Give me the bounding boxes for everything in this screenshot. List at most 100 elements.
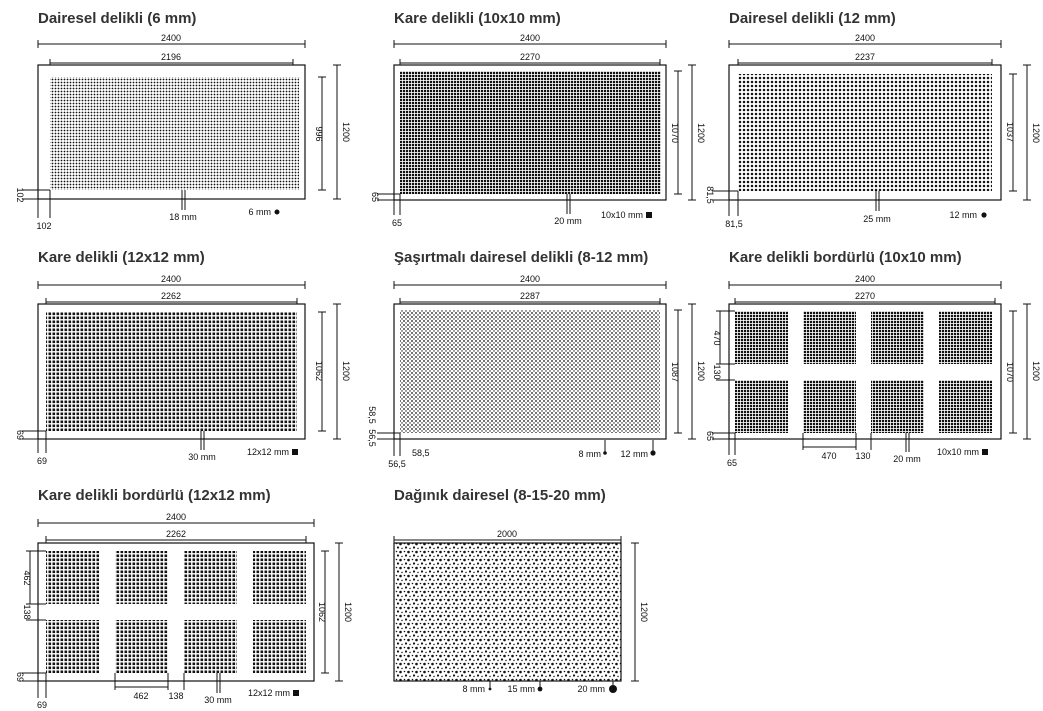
panel-round-12mm: Dairesel delikli (12 mm) 2400 2237 1037 …	[690, 0, 1041, 230]
total-width-label: 2400	[520, 33, 540, 43]
panel-drawing: 2400 2270 1070 1200 470 130 65 65 470 13…	[705, 274, 1041, 468]
hole-symbol-icon	[646, 212, 652, 218]
block-width-label: 470	[821, 451, 836, 461]
perforated-area	[46, 312, 297, 431]
panel-title: Dairesel delikli (6 mm)	[38, 10, 197, 27]
panel-drawing: 2400 2237 1037 1200 81,5 81,5 25 mm 12 m…	[705, 33, 1041, 229]
panel-title: Şaşırtmalı dairesel delikli (8-12 mm)	[394, 249, 649, 266]
margin-y-a-label: 58,5	[367, 406, 377, 424]
panel-drawing: 2400 2270 1070 1200 65 65 20 mm 10x10 mm	[370, 33, 706, 228]
perforated-block	[939, 311, 992, 364]
perf-height-label: 1070	[670, 123, 680, 143]
total-height-label: 1200	[1031, 361, 1041, 381]
perforated-area	[400, 71, 661, 194]
perforated-area	[738, 74, 992, 191]
total-width-label: 2400	[161, 33, 181, 43]
pitch-label: 20 mm	[893, 454, 921, 464]
panel-title: Kare delikli (12x12 mm)	[38, 249, 205, 266]
margin-y-label: 69	[15, 672, 25, 682]
margin-x-a-label: 58,5	[412, 448, 430, 458]
hole-label: 6 mm	[249, 207, 272, 217]
perf-height-label: 1037	[1005, 122, 1015, 142]
perforated-block	[184, 620, 237, 673]
perf-width-label: 2262	[161, 291, 181, 301]
perf-height-label: 1062	[317, 602, 327, 622]
perf-width-label: 2270	[855, 291, 875, 301]
pitch-label: 30 mm	[188, 452, 216, 462]
panel-drawing: 2000 1200 8 mm 15 mm 20 mm	[393, 529, 649, 694]
panel-drawing: 2400 2262 1062 1200 462 138 69 69 462 13…	[15, 512, 353, 710]
gap-height-label: 138	[22, 604, 32, 619]
margin-x-label: 102	[36, 221, 51, 231]
hole-c-icon	[609, 685, 617, 693]
perf-height-label: 996	[314, 126, 324, 141]
hole-symbol-icon	[982, 449, 988, 455]
panel-title: Dağınık dairesel (8-15-20 mm)	[394, 487, 606, 504]
total-height-label: 1200	[341, 361, 351, 381]
hole-label: 12x12 mm	[247, 447, 289, 457]
hole-c-label: 20 mm	[577, 684, 605, 694]
perforated-block	[871, 311, 924, 364]
total-width-label: 2400	[166, 512, 186, 522]
perforated-block	[735, 311, 788, 364]
total-width-label: 2000	[497, 529, 517, 539]
panel-bordered-12mm: Kare delikli bordürlü (12x12 mm) 2400 22…	[0, 478, 353, 711]
panel-square-10mm: Kare delikli (10x10 mm) 2400 2270 1070 1…	[355, 0, 706, 230]
perforated-area	[393, 542, 622, 682]
perforated-block	[115, 551, 168, 604]
perforated-block	[46, 551, 99, 604]
perf-width-label: 2196	[161, 52, 181, 62]
perforated-block	[939, 380, 992, 433]
perforated-block	[184, 551, 237, 604]
panel-title: Kare delikli (10x10 mm)	[394, 10, 561, 27]
hole-symbol-icon	[981, 212, 987, 218]
hole-symbol-icon	[292, 449, 298, 455]
perforated-block	[803, 380, 856, 433]
margin-y-label: 69	[15, 430, 25, 440]
gap-height-label: 130	[712, 364, 722, 379]
margin-y-b-label: 56,5	[367, 429, 377, 447]
panel-drawing: 2400 2196 996 1200 102 102 18 mm 6 mm	[15, 33, 351, 231]
block-width-label: 462	[133, 691, 148, 701]
margin-x-label: 69	[37, 700, 47, 710]
margin-x-label: 69	[37, 456, 47, 466]
hole-a-icon	[488, 687, 492, 691]
total-height-label: 1200	[696, 123, 706, 143]
gap-width-label: 138	[168, 691, 183, 701]
margin-y-label: 65	[705, 431, 715, 441]
total-height-label: 1200	[696, 361, 706, 381]
perf-width-label: 2270	[520, 52, 540, 62]
margin-x-label: 65	[727, 458, 737, 468]
hole-large-icon	[650, 450, 656, 456]
perforated-block	[115, 620, 168, 673]
perforated-block	[253, 551, 306, 604]
margin-y-label: 102	[15, 187, 25, 202]
hole-a-label: 8 mm	[463, 684, 486, 694]
total-height-label: 1200	[639, 602, 649, 622]
pitch-label: 18 mm	[169, 212, 197, 222]
hole-small-icon	[603, 451, 607, 455]
panel-staggered-round: Şaşırtmalı dairesel delikli (8-12 mm) 24…	[355, 240, 706, 470]
panel-title: Dairesel delikli (12 mm)	[729, 10, 896, 27]
hole-small-label: 8 mm	[579, 449, 602, 459]
pitch-label: 30 mm	[204, 695, 232, 705]
gap-width-label: 130	[855, 451, 870, 461]
margin-y-label: 65	[370, 192, 380, 202]
panel-drawing: 2400 2287 1087 1200 58,5 56,5 58,5 56,5 …	[367, 274, 706, 469]
margin-y-label: 81,5	[705, 186, 715, 204]
total-width-label: 2400	[855, 33, 875, 43]
perf-width-label: 2237	[855, 52, 875, 62]
perf-width-label: 2262	[166, 529, 186, 539]
pitch-label: 25 mm	[863, 214, 891, 224]
hole-label: 12x12 mm	[248, 688, 290, 698]
total-height-label: 1200	[341, 122, 351, 142]
total-width-label: 2400	[520, 274, 540, 284]
perf-width-label: 2287	[520, 291, 540, 301]
panel-drawing: 2400 2262 1062 1200 69 69 30 mm 12x12 mm	[15, 274, 351, 466]
panel-bordered-10mm: Kare delikli bordürlü (10x10 mm) 2400 22…	[690, 240, 1041, 470]
hole-label: 10x10 mm	[937, 447, 979, 457]
perf-height-label: 1087	[670, 362, 680, 382]
panel-square-12mm: Kare delikli (12x12 mm) 2400 2262 1062 1…	[0, 240, 351, 470]
perforated-area	[400, 310, 660, 433]
hole-label: 10x10 mm	[601, 210, 643, 220]
